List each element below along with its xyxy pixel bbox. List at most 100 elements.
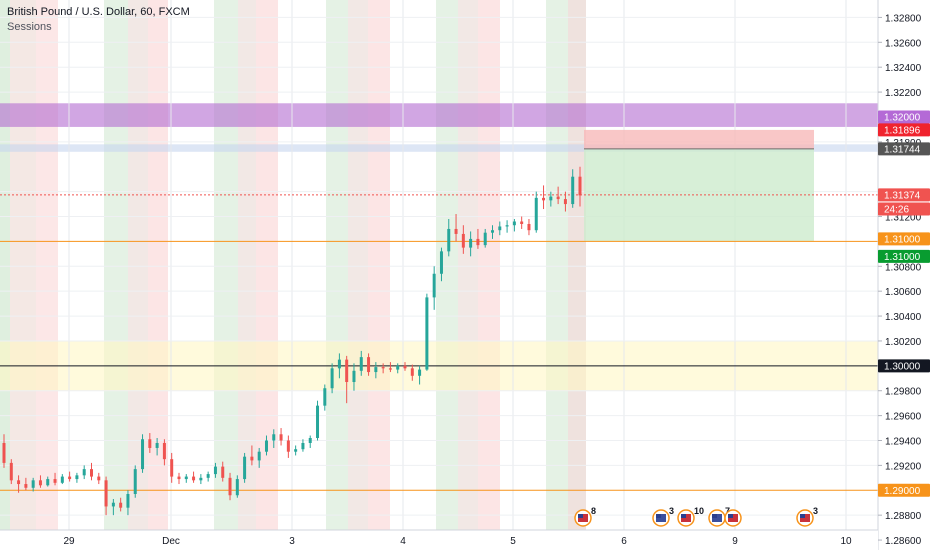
price-tick-label: 1.32600 bbox=[885, 38, 922, 49]
session-band bbox=[368, 0, 390, 530]
price-label-text: 1.31000 bbox=[884, 252, 921, 263]
candle bbox=[250, 456, 254, 461]
candle bbox=[133, 469, 137, 495]
session-band bbox=[326, 0, 348, 530]
candle bbox=[323, 388, 327, 406]
candle bbox=[542, 197, 546, 201]
candle bbox=[301, 442, 305, 450]
candle bbox=[520, 221, 524, 224]
price-label-text: 1.31374 bbox=[884, 190, 921, 201]
horizontal-lines bbox=[0, 194, 878, 491]
price-label-text: 24:26 bbox=[884, 205, 909, 216]
time-tick-label: Dec bbox=[162, 536, 180, 547]
candle bbox=[563, 199, 567, 205]
candle bbox=[75, 475, 79, 480]
price-tick-label: 1.29200 bbox=[885, 461, 922, 472]
price-label-badge bbox=[878, 202, 930, 216]
time-axis-bg bbox=[0, 530, 878, 550]
candle bbox=[418, 369, 422, 376]
candle bbox=[571, 176, 575, 205]
price-label-badge bbox=[878, 142, 930, 156]
price-tick-label: 1.30400 bbox=[885, 312, 922, 323]
price-label-badge bbox=[878, 110, 930, 124]
session-band bbox=[148, 0, 168, 530]
candle bbox=[578, 176, 582, 196]
event-count: 7 bbox=[725, 506, 730, 516]
candle bbox=[213, 466, 217, 475]
candle bbox=[221, 466, 225, 478]
candle bbox=[549, 196, 553, 201]
candle bbox=[374, 367, 378, 373]
chart-legend: British Pound / U.S. Dollar, 60, FXCM Se… bbox=[7, 5, 190, 35]
price-label-badge bbox=[878, 359, 930, 373]
candle bbox=[512, 221, 516, 226]
session-band bbox=[458, 0, 478, 530]
candle bbox=[141, 439, 145, 470]
price-label-badge bbox=[878, 249, 930, 263]
candle bbox=[337, 359, 341, 369]
candle bbox=[38, 480, 42, 486]
candle bbox=[367, 357, 371, 373]
candle bbox=[177, 476, 181, 480]
candle bbox=[279, 434, 283, 441]
candle bbox=[439, 251, 443, 274]
session-bands bbox=[0, 0, 586, 530]
position-tool bbox=[584, 129, 814, 242]
candle bbox=[469, 238, 473, 248]
candle bbox=[345, 359, 349, 383]
price-tick-label: 1.28600 bbox=[885, 536, 922, 547]
candle bbox=[155, 442, 159, 448]
price-label-badge bbox=[878, 188, 930, 202]
event-count: 8 bbox=[591, 506, 596, 516]
session-band bbox=[348, 0, 368, 530]
indicator-label: Sessions bbox=[7, 21, 52, 33]
price-axis-bg bbox=[878, 0, 932, 550]
price-label-text: 1.29000 bbox=[884, 486, 921, 497]
price-tick-label: 1.30800 bbox=[885, 262, 922, 273]
candle bbox=[17, 480, 21, 485]
price-label-badge bbox=[878, 232, 930, 246]
candle bbox=[330, 368, 334, 389]
flag-canton bbox=[712, 514, 717, 518]
price-label-text: 1.31896 bbox=[884, 125, 921, 136]
candle bbox=[228, 477, 232, 496]
candle bbox=[82, 469, 86, 476]
price-label-text: 1.31000 bbox=[884, 234, 921, 245]
flag-canton bbox=[578, 514, 583, 518]
time-tick-label: 6 bbox=[621, 536, 627, 547]
session-band bbox=[10, 0, 36, 530]
candle bbox=[89, 469, 93, 477]
session-band bbox=[256, 0, 278, 530]
session-band bbox=[214, 0, 238, 530]
candle bbox=[388, 368, 392, 370]
candle bbox=[454, 228, 458, 234]
candle bbox=[119, 502, 123, 508]
price-label-badge bbox=[878, 123, 930, 137]
candle bbox=[243, 456, 247, 480]
event-count: 10 bbox=[694, 506, 704, 516]
candle bbox=[46, 479, 50, 486]
grid bbox=[0, 0, 878, 541]
candle bbox=[432, 273, 436, 298]
flag-canton bbox=[681, 514, 686, 518]
candle bbox=[235, 479, 239, 496]
price-label-text: 1.32000 bbox=[884, 112, 921, 123]
time-tick-label: 4 bbox=[400, 536, 406, 547]
candle bbox=[2, 442, 6, 463]
candle bbox=[60, 476, 64, 483]
price-zone bbox=[0, 103, 878, 127]
candle bbox=[396, 365, 400, 370]
flag-canton bbox=[800, 514, 805, 518]
candle bbox=[425, 297, 429, 370]
candle bbox=[286, 440, 290, 452]
price-label-text: 1.31744 bbox=[884, 144, 921, 155]
flag-canton bbox=[728, 514, 733, 518]
time-tick-label: 5 bbox=[510, 536, 516, 547]
candle bbox=[316, 405, 320, 439]
price-tick-label: 1.32200 bbox=[885, 88, 922, 99]
price-axis: 1.328001.326001.324001.322001.318001.314… bbox=[877, 0, 932, 550]
candle bbox=[9, 462, 13, 481]
candle bbox=[476, 238, 480, 246]
time-tick-label: 3 bbox=[289, 536, 295, 547]
